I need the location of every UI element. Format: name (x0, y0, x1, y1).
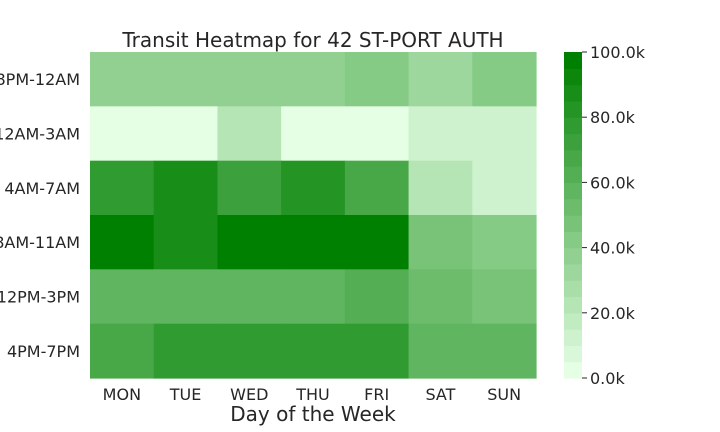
y-tick-label: 8PM-12AM (0, 70, 80, 89)
chart-title: Transit Heatmap for 42 ST-PORT AUTH (121, 28, 503, 52)
y-tick-label: 12PM-3PM (0, 288, 80, 307)
colorbar-tick-labels: 0.0k 20.0k 40.0k 60.0k 80.0k 100.0k (582, 43, 646, 388)
y-tick-label: 4PM-7PM (7, 342, 80, 361)
heatmap-cell (472, 106, 537, 162)
heatmap-cell (217, 160, 282, 216)
colorbar-tick-label: 20.0k (590, 304, 636, 323)
colorbar-tick-label: 40.0k (590, 239, 636, 258)
x-tick-label: TUE (169, 385, 202, 404)
colorbar (564, 52, 582, 379)
heatmap-cell (90, 323, 155, 379)
colorbar-segment (564, 100, 582, 118)
heatmap-cell (281, 323, 346, 379)
y-tick-label: 12AM-3AM (0, 125, 80, 144)
heatmap-cell (90, 215, 155, 270)
x-tick-labels: MON TUE WED THU FRI SAT SUN (103, 385, 521, 404)
x-tick-label: THU (295, 385, 330, 404)
y-tick-label: 4AM-7AM (4, 179, 80, 198)
heatmap-cell (408, 215, 473, 270)
colorbar-segment (564, 166, 582, 183)
heatmap-cell (472, 323, 537, 379)
colorbar-segment (564, 345, 582, 363)
colorbar-segment (564, 280, 582, 298)
heatmap-cell (472, 215, 537, 270)
heatmap-cell (153, 323, 219, 379)
colorbar-segment (564, 84, 582, 102)
x-tick-label: WED (230, 385, 268, 404)
colorbar-tick-label: 60.0k (590, 173, 636, 192)
heatmap-cell (90, 106, 155, 162)
heatmap-cell (344, 52, 410, 107)
heatmap-cell (281, 106, 346, 162)
x-tick-label: SAT (425, 385, 455, 404)
heatmap-cell (408, 160, 473, 216)
colorbar-segment (564, 296, 582, 314)
y-tick-labels: 8PM-12AM 12AM-3AM 4AM-7AM 8AM-11AM 12PM-3PM 4… (0, 70, 80, 361)
colorbar-segment (564, 149, 582, 167)
heatmap-cell (153, 269, 219, 325)
colorbar-segment (564, 312, 582, 330)
colorbar-tick-label: 80.0k (590, 108, 636, 127)
heatmap-cells (90, 52, 537, 379)
y-tick-label: 8AM-11AM (0, 233, 80, 252)
heatmap-cell (472, 269, 537, 325)
heatmap-cell (90, 52, 155, 107)
colorbar-segment (564, 263, 582, 281)
heatmap-cell (344, 323, 410, 379)
colorbar-segment (564, 247, 582, 265)
colorbar-segment (564, 198, 582, 216)
heatmap-cell (408, 269, 473, 325)
x-tick-label: FRI (364, 385, 389, 404)
x-axis-label: Day of the Week (230, 402, 396, 426)
colorbar-tick-label: 100.0k (590, 43, 646, 62)
heatmap-cell (153, 52, 219, 107)
colorbar-segment (564, 117, 582, 135)
heatmap-cell (217, 323, 282, 379)
heatmap-cell (344, 160, 410, 216)
heatmap-cell (217, 52, 282, 107)
heatmap-cell (408, 106, 473, 162)
heatmap-cell (344, 215, 410, 270)
heatmap-cell (281, 52, 346, 107)
heatmap-cell (217, 106, 282, 162)
heatmap-cell (281, 160, 346, 216)
heatmap-cell (153, 106, 219, 162)
colorbar-segment (564, 215, 582, 232)
heatmap-cell (408, 323, 473, 379)
heatmap-cell (281, 269, 346, 325)
colorbar-segment (564, 52, 582, 69)
colorbar-segment (564, 68, 582, 86)
colorbar-segment (564, 329, 582, 346)
x-tick-label: MON (103, 385, 141, 404)
heatmap-cell (217, 215, 282, 270)
heatmap-cell (472, 52, 537, 107)
heatmap-cell (344, 106, 410, 162)
colorbar-segment (564, 182, 582, 200)
heatmap-cell (153, 160, 219, 216)
heatmap-cell (472, 160, 537, 216)
colorbar-segment (564, 361, 582, 379)
heatmap-cell (217, 269, 282, 325)
heatmap-cell (90, 269, 155, 325)
x-tick-label: SUN (487, 385, 521, 404)
heatmap-cell (408, 52, 473, 107)
heatmap-cell (281, 215, 346, 270)
colorbar-tick-label: 0.0k (590, 369, 625, 388)
colorbar-segment (564, 231, 582, 249)
colorbar-segment (564, 133, 582, 151)
heatmap-cell (153, 215, 219, 270)
heatmap-cell (344, 269, 410, 325)
heatmap-cell (90, 160, 155, 216)
